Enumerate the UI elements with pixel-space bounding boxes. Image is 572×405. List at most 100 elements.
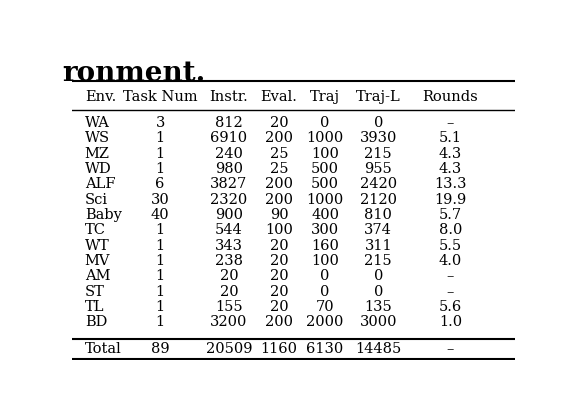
Text: 1: 1 (156, 299, 165, 313)
Text: 1: 1 (156, 131, 165, 145)
Text: 544: 544 (215, 223, 243, 237)
Text: 90: 90 (269, 207, 288, 222)
Text: 135: 135 (364, 299, 392, 313)
Text: 1000: 1000 (307, 192, 344, 206)
Text: –: – (447, 284, 454, 298)
Text: 300: 300 (311, 223, 339, 237)
Text: 20: 20 (220, 284, 238, 298)
Text: 20: 20 (269, 269, 288, 283)
Text: –: – (447, 269, 454, 283)
Text: 25: 25 (270, 146, 288, 160)
Text: WS: WS (85, 131, 110, 145)
Text: 3827: 3827 (210, 177, 248, 191)
Text: 200: 200 (265, 192, 293, 206)
Text: 89: 89 (151, 341, 169, 356)
Text: Total: Total (85, 341, 121, 356)
Text: 14485: 14485 (355, 341, 402, 356)
Text: 5.7: 5.7 (439, 207, 462, 222)
Text: 343: 343 (215, 238, 243, 252)
Text: 13.3: 13.3 (434, 177, 467, 191)
Text: 400: 400 (311, 207, 339, 222)
Text: 5.6: 5.6 (439, 299, 462, 313)
Text: 2120: 2120 (360, 192, 397, 206)
Text: 311: 311 (364, 238, 392, 252)
Text: TL: TL (85, 299, 104, 313)
Text: 6: 6 (156, 177, 165, 191)
Text: 3930: 3930 (360, 131, 397, 145)
Text: 4.3: 4.3 (439, 146, 462, 160)
Text: 160: 160 (311, 238, 339, 252)
Text: –: – (447, 116, 454, 130)
Text: 6910: 6910 (210, 131, 248, 145)
Text: Env.: Env. (85, 90, 116, 104)
Text: 200: 200 (265, 177, 293, 191)
Text: MV: MV (85, 254, 110, 267)
Text: 1: 1 (156, 146, 165, 160)
Text: 215: 215 (364, 254, 392, 267)
Text: 1: 1 (156, 223, 165, 237)
Text: 812: 812 (215, 116, 243, 130)
Text: Traj-L: Traj-L (356, 90, 400, 104)
Text: 955: 955 (364, 162, 392, 176)
Text: 1160: 1160 (260, 341, 297, 356)
Text: Traj: Traj (310, 90, 340, 104)
Text: 215: 215 (364, 146, 392, 160)
Text: 1: 1 (156, 254, 165, 267)
Text: 1: 1 (156, 284, 165, 298)
Text: 200: 200 (265, 315, 293, 328)
Text: 374: 374 (364, 223, 392, 237)
Text: 20: 20 (269, 254, 288, 267)
Text: 19.9: 19.9 (434, 192, 467, 206)
Text: 0: 0 (374, 116, 383, 130)
Text: 25: 25 (270, 162, 288, 176)
Text: 20: 20 (220, 269, 238, 283)
Text: 3000: 3000 (360, 315, 397, 328)
Text: 0: 0 (374, 269, 383, 283)
Text: 500: 500 (311, 177, 339, 191)
Text: BD: BD (85, 315, 107, 328)
Text: 3: 3 (156, 116, 165, 130)
Text: 1: 1 (156, 269, 165, 283)
Text: 3200: 3200 (210, 315, 248, 328)
Text: AM: AM (85, 269, 110, 283)
Text: ALF: ALF (85, 177, 116, 191)
Text: Instr.: Instr. (209, 90, 248, 104)
Text: 40: 40 (151, 207, 169, 222)
Text: 1: 1 (156, 162, 165, 176)
Text: Task Num: Task Num (123, 90, 197, 104)
Text: 20509: 20509 (205, 341, 252, 356)
Text: 20: 20 (269, 284, 288, 298)
Text: 0: 0 (320, 116, 329, 130)
Text: 155: 155 (215, 299, 243, 313)
Text: 980: 980 (215, 162, 243, 176)
Text: 70: 70 (316, 299, 335, 313)
Text: 20: 20 (269, 299, 288, 313)
Text: 100: 100 (265, 223, 293, 237)
Text: 0: 0 (320, 284, 329, 298)
Text: WT: WT (85, 238, 110, 252)
Text: 100: 100 (311, 146, 339, 160)
Text: Sci: Sci (85, 192, 108, 206)
Text: 240: 240 (215, 146, 243, 160)
Text: ST: ST (85, 284, 105, 298)
Text: Rounds: Rounds (423, 90, 478, 104)
Text: 1.0: 1.0 (439, 315, 462, 328)
Text: 1000: 1000 (307, 131, 344, 145)
Text: 810: 810 (364, 207, 392, 222)
Text: 20: 20 (269, 116, 288, 130)
Text: WA: WA (85, 116, 110, 130)
Text: 238: 238 (215, 254, 243, 267)
Text: MZ: MZ (85, 146, 110, 160)
Text: Baby: Baby (85, 207, 122, 222)
Text: 4.0: 4.0 (439, 254, 462, 267)
Text: 0: 0 (320, 269, 329, 283)
Text: 5.5: 5.5 (439, 238, 462, 252)
Text: 0: 0 (374, 284, 383, 298)
Text: 100: 100 (311, 254, 339, 267)
Text: TC: TC (85, 223, 106, 237)
Text: 1: 1 (156, 315, 165, 328)
Text: ronment.: ronment. (63, 60, 206, 86)
Text: 1: 1 (156, 238, 165, 252)
Text: –: – (447, 341, 454, 356)
Text: 500: 500 (311, 162, 339, 176)
